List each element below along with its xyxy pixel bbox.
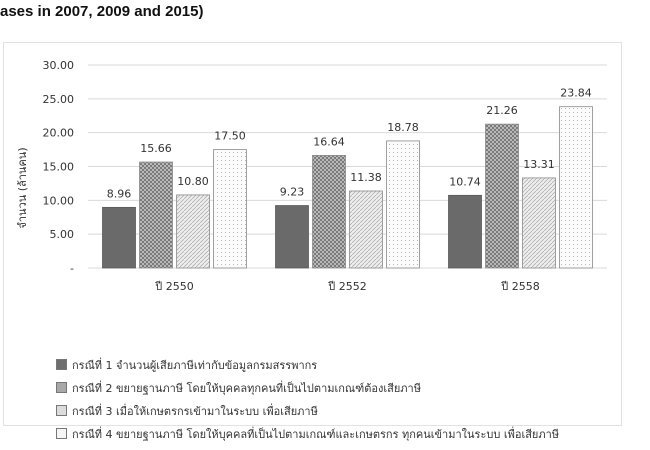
y-tick-label: 30.00 — [43, 59, 75, 72]
legend-label: กรณีที่ 1 จำนวนผู้เสียภาษีเท่ากับข้อมูลก… — [72, 358, 318, 372]
legend-swatch — [56, 359, 67, 370]
legend-item: กรณีที่ 2 ขยายฐานภาษี โดยให้บุคคลทุกคนที… — [56, 376, 559, 399]
y-tick-label: 20.00 — [43, 127, 75, 140]
y-tick-label: - — [70, 262, 74, 275]
y-tick-label: 25.00 — [43, 93, 75, 106]
bars — [102, 106, 593, 269]
bar-value-label: 9.23 — [280, 186, 305, 199]
bar — [312, 155, 346, 269]
bar-value-label: 10.74 — [449, 175, 481, 188]
legend-swatch — [56, 382, 67, 393]
bar — [522, 177, 556, 269]
bar — [448, 194, 482, 269]
bar — [349, 190, 383, 269]
legend-swatch — [56, 428, 67, 439]
y-axis-label: จำนวน (ล้านคน) — [16, 147, 29, 228]
bar — [559, 106, 593, 269]
y-tick-label: 10.00 — [43, 194, 75, 207]
bar — [176, 194, 210, 269]
y-axis: - 5.00 10.00 15.00 20.00 25.00 30.00 — [43, 59, 75, 275]
legend-item: กรณีที่ 3 เมื่อให้เกษตรกรเข้ามาในระบบ เพ… — [56, 399, 559, 422]
legend-label: กรณีที่ 2 ขยายฐานภาษี โดยให้บุคคลทุกคนที… — [72, 381, 421, 395]
bar — [213, 149, 247, 269]
bar-value-label: 10.80 — [177, 175, 209, 188]
x-tick-label: ปี 2552 — [327, 280, 367, 293]
bar-value-label: 17.50 — [214, 130, 246, 143]
chart-heading: ases in 2007, 2009 and 2015) — [0, 3, 204, 20]
bar — [485, 123, 519, 269]
bar — [139, 161, 173, 269]
y-tick-label: 5.00 — [50, 228, 75, 241]
bar-value-label: 13.31 — [523, 158, 555, 171]
legend-label: กรณีที่ 3 เมื่อให้เกษตรกรเข้ามาในระบบ เพ… — [72, 404, 318, 418]
bar-value-label: 8.96 — [107, 187, 132, 200]
legend-swatch — [56, 405, 67, 416]
x-tick-label: ปี 2558 — [500, 280, 540, 293]
x-tick-label: ปี 2550 — [154, 280, 194, 293]
bar-chart: - 5.00 10.00 15.00 20.00 25.00 30.00 8.96 15.66… — [16, 59, 607, 293]
bar-value-label: 16.64 — [313, 135, 345, 148]
x-axis: ปี 2550 ปี 2552 ปี 2558 — [154, 280, 540, 293]
bar — [275, 205, 309, 269]
legend: กรณีที่ 1 จำนวนผู้เสียภาษีเท่ากับข้อมูลก… — [56, 353, 559, 445]
bar-value-label: 15.66 — [140, 142, 172, 155]
y-tick-label: 15.00 — [43, 161, 75, 174]
data-labels: 8.96 15.66 10.80 17.50 9.23 16.64 11.38 18.78 10… — [107, 87, 592, 201]
legend-item: กรณีที่ 4 ขยายฐานภาษี โดยให้บุคคลที่เป็น… — [56, 422, 559, 445]
bar — [386, 140, 420, 269]
bar — [102, 206, 136, 269]
chart-frame: - 5.00 10.00 15.00 20.00 25.00 30.00 8.96 15.66… — [3, 42, 622, 441]
legend-item: กรณีที่ 1 จำนวนผู้เสียภาษีเท่ากับข้อมูลก… — [56, 353, 559, 376]
bar-value-label: 11.38 — [350, 171, 382, 184]
bar-value-label: 18.78 — [387, 121, 419, 134]
gridlines — [88, 64, 607, 269]
bar-value-label: 21.26 — [486, 104, 518, 117]
bar-value-label: 23.84 — [560, 87, 592, 100]
legend-label: กรณีที่ 4 ขยายฐานภาษี โดยให้บุคคลที่เป็น… — [72, 427, 560, 441]
